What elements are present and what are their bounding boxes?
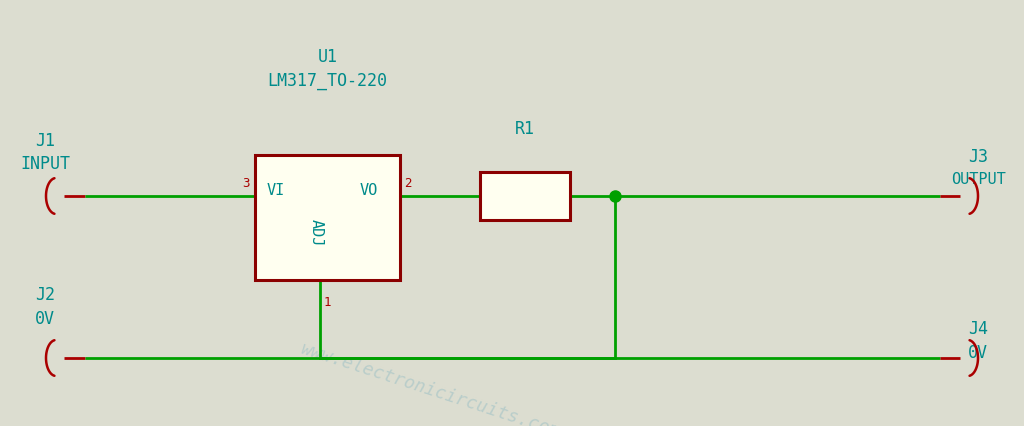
Text: J2: J2 <box>35 286 55 304</box>
Text: 1: 1 <box>324 296 332 309</box>
Text: OUTPUT: OUTPUT <box>950 172 1006 187</box>
Text: 0V: 0V <box>35 310 55 328</box>
Text: VI: VI <box>267 183 286 198</box>
Text: J4: J4 <box>968 320 988 338</box>
Text: 0V: 0V <box>968 344 988 362</box>
Text: 3: 3 <box>243 177 250 190</box>
Text: J3: J3 <box>968 148 988 166</box>
Text: U1: U1 <box>317 48 338 66</box>
Text: 2: 2 <box>404 177 412 190</box>
Text: LM317_TO-220: LM317_TO-220 <box>267 72 387 90</box>
Text: VO: VO <box>360 183 378 198</box>
Text: R1: R1 <box>515 120 535 138</box>
Text: J1: J1 <box>35 132 55 150</box>
Text: INPUT: INPUT <box>20 155 70 173</box>
Text: www.electronicircuits.com: www.electronicircuits.com <box>298 340 562 426</box>
Polygon shape <box>255 155 400 280</box>
Text: ADJ: ADJ <box>308 219 324 246</box>
Polygon shape <box>480 172 570 220</box>
